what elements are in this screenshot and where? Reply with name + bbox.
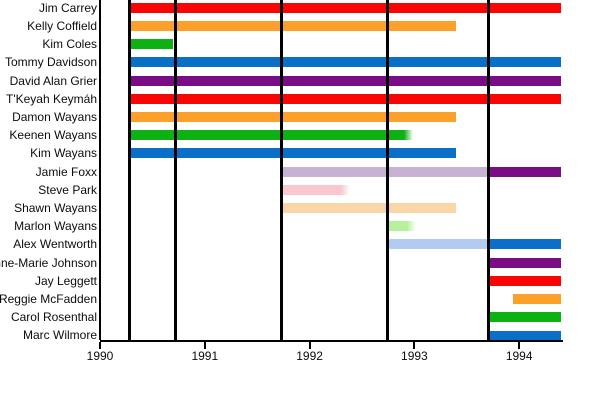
x-axis-tick bbox=[203, 342, 206, 349]
timeline-bar-segment bbox=[129, 2, 562, 13]
row-label: Kim Wayans bbox=[30, 146, 97, 161]
y-axis-line bbox=[99, 0, 101, 340]
season-marker-line bbox=[127, 0, 131, 340]
x-axis-tick bbox=[518, 342, 521, 349]
timeline-bar-segment bbox=[387, 239, 489, 250]
timeline-bar-segment bbox=[129, 20, 457, 31]
x-axis-tick-label: 1992 bbox=[296, 349, 323, 363]
x-axis-line bbox=[100, 340, 564, 342]
row-label: Damon Wayans bbox=[12, 109, 97, 124]
timeline-bar-segment bbox=[512, 294, 562, 305]
timeline-bar-segment bbox=[129, 148, 457, 159]
timeline-bar-segment bbox=[488, 166, 562, 177]
timeline-bar-segment bbox=[129, 75, 562, 86]
row-label: Kelly Coffield bbox=[27, 18, 97, 33]
timeline-bar-segment bbox=[488, 330, 562, 341]
row-label: Jamie Foxx bbox=[35, 164, 97, 179]
timeline-bar-segment bbox=[129, 130, 414, 141]
row-label: Tommy Davidson bbox=[4, 55, 97, 70]
timeline-bar-segment bbox=[488, 257, 562, 268]
timeline-bar-segment bbox=[488, 239, 562, 250]
x-axis-tick-label: 1990 bbox=[86, 349, 114, 363]
season-marker-line bbox=[174, 0, 177, 340]
timeline-bar-segment bbox=[129, 112, 457, 122]
row-label: Anne-Marie Johnson bbox=[0, 255, 97, 270]
x-axis-tick bbox=[308, 342, 311, 349]
x-axis-tick-label: 1993 bbox=[401, 349, 428, 363]
row-label: Keenen Wayans bbox=[9, 128, 97, 143]
row-label: Shawn Wayans bbox=[14, 201, 97, 215]
x-axis-tick bbox=[99, 342, 101, 349]
timeline-bar-segment bbox=[488, 275, 562, 286]
timeline-bar-segment bbox=[129, 93, 562, 104]
timeline-bar-segment bbox=[488, 312, 562, 323]
x-axis-tick-label: 1994 bbox=[505, 349, 533, 363]
timeline-bar-segment bbox=[281, 184, 351, 195]
row-label: David Alan Grier bbox=[9, 73, 97, 88]
row-label: T'Keyah Keymáh bbox=[5, 91, 97, 106]
timeline-bar-segment bbox=[281, 203, 457, 213]
x-axis-tick-label: 1991 bbox=[191, 349, 219, 363]
row-label: Jay Leggett bbox=[34, 273, 97, 288]
row-label: Steve Park bbox=[38, 182, 97, 197]
timeline-bar-segment bbox=[129, 57, 562, 68]
timeline-bar-segment bbox=[387, 221, 417, 232]
season-marker-line bbox=[487, 0, 491, 340]
row-label: Marlon Wayans bbox=[14, 219, 97, 234]
row-label: Jim Carrey bbox=[38, 0, 97, 15]
timeline-bar-segment bbox=[281, 166, 489, 177]
season-marker-line bbox=[385, 0, 389, 340]
row-label: Kim Coles bbox=[42, 37, 97, 52]
row-label: Carol Rosenthal bbox=[10, 310, 97, 325]
timeline-bar-segment bbox=[129, 39, 174, 50]
row-label: Marc Wilmore bbox=[23, 328, 97, 343]
x-axis-tick bbox=[413, 342, 416, 349]
season-marker-line bbox=[279, 0, 283, 340]
row-label: Alex Wentworth bbox=[13, 237, 97, 252]
row-label: Reggie McFadden bbox=[0, 292, 97, 307]
